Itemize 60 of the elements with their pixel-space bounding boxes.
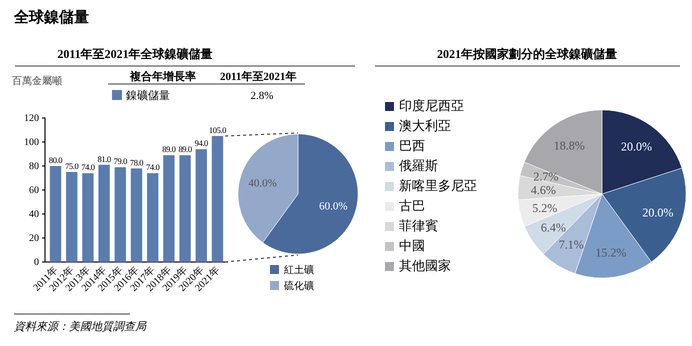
data-label: 89.0 [162,144,176,154]
y-axis-title: 百萬金屬噸 [12,75,62,87]
y-tick-label: 20 [29,233,39,244]
data-label: 74.0 [146,162,160,172]
data-label: 5.2% [532,200,558,215]
legend-label: 澳大利亞 [399,118,451,133]
bar [196,149,207,262]
source-note: 資料來源：美國地質調查局 [14,320,147,333]
legend-label: 菲律賓 [399,218,438,233]
data-label: 15.2% [595,245,626,260]
data-label: 18.8% [554,138,585,152]
y-tick-label: 100 [24,137,39,148]
data-label: 78.0 [130,157,144,168]
legend-label: 巴西 [399,138,425,153]
bar [50,166,62,262]
data-label: 89.0 [178,144,192,154]
text: 全球鎳儲量 [13,9,89,26]
bar [98,164,110,262]
legend-label: 硫化礦 [284,280,314,292]
y-tick-label: 120 [24,113,39,124]
data-label: 40.0% [248,177,277,190]
data-label: 2.7% [533,170,558,184]
data-label: 79.0 [114,156,128,166]
legend-label: 俄羅斯 [399,158,438,173]
data-label: 80.0 [48,155,62,165]
y-tick-label: 0 [34,257,39,268]
bar [179,155,191,262]
text: 複合年增長率 [129,70,196,83]
legend-label: 其他國家 [399,258,451,273]
bar [114,167,126,262]
legend-label: 古巴 [399,198,425,213]
data-label: 75.0 [65,161,79,171]
chart-title: 2011年至2021年全球鎳礦儲量 [57,47,213,61]
data-label: 81.0 [97,154,111,164]
bar [163,155,175,262]
data-label: 7.1% [558,237,584,252]
y-tick-label: 60 [29,185,39,196]
data-label: 74.0 [81,162,95,172]
data-label: 4.6% [530,182,556,197]
bar [66,172,78,262]
legend-label: 印度尼西亞 [399,98,464,113]
data-label: 105.0 [208,125,226,135]
y-tick-label: 40 [29,209,39,220]
y-tick-label: 80 [29,161,39,172]
bar [82,173,94,262]
bar [212,136,224,262]
data-label: 60.0% [319,200,348,212]
legend-label: 新喀里多尼亞 [399,178,477,193]
bar [147,173,158,262]
legend-label: 紅土礦 [284,264,314,276]
text: 2.8% [250,90,274,102]
data-label: 6.4% [540,220,566,234]
legend-label: 中國 [399,238,425,253]
legend-label: 鎳礦儲量 [126,89,170,102]
text: 2011年至2021年 [220,70,296,83]
bar [130,168,142,262]
data-label: 20.0% [621,140,652,154]
data-label: 94.0 [194,138,208,148]
chart-title: 2021年按國家劃分的全球鎳礦儲量 [437,47,617,61]
data-label: 20.0% [642,205,674,220]
